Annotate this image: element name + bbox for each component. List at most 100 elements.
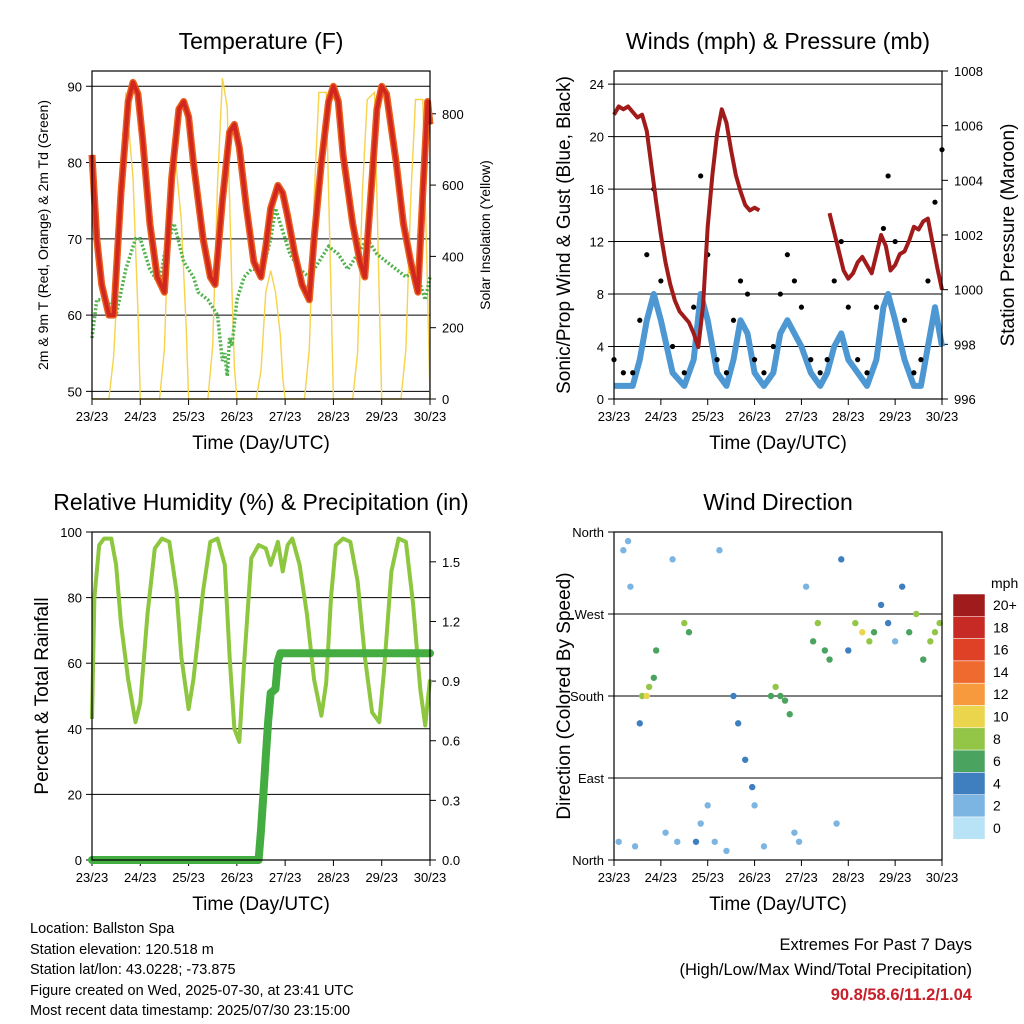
winds-xtick-label: 29/23: [879, 409, 912, 424]
speed-legend-swatch: [952, 660, 986, 684]
direction-point: [777, 692, 784, 700]
gust-point: [808, 357, 814, 363]
direction-point: [781, 697, 789, 704]
direction-point: [767, 692, 775, 700]
direction-point: [838, 556, 845, 563]
winds-ytick-label: 20: [590, 130, 604, 145]
gust-point: [864, 370, 870, 376]
winds-xtick-label: 26/23: [738, 409, 771, 424]
speed-legend-swatch: [952, 794, 986, 818]
speed-legend-label: 12: [993, 686, 1009, 702]
temperature-y2tick-label: 600: [442, 178, 464, 193]
gust-point: [620, 370, 626, 376]
speed-legend-swatch: [952, 772, 986, 795]
direction-xtick-label: 23/23: [598, 870, 631, 885]
direction-point: [809, 638, 817, 645]
gust-point: [831, 278, 837, 284]
winds-xlabel: Time (Day/UTC): [709, 433, 847, 454]
gust-point: [901, 317, 908, 323]
humidity-xtick-label: 27/23: [269, 870, 302, 885]
station-pressure-line: [827, 212, 944, 291]
winds-xtick-label: 27/23: [785, 409, 818, 424]
direction-xtick-label: 27/23: [785, 870, 818, 885]
gust-point: [892, 238, 898, 245]
direction-point: [826, 656, 833, 663]
speed-legend-label: 2: [993, 798, 1001, 814]
latest-data-timestamp: Most recent data timestamp: 2025/07/30 2…: [30, 1003, 351, 1019]
winds-y2label: Station Pressure (Maroon): [998, 124, 1019, 347]
gust-point: [761, 370, 767, 376]
direction-point: [734, 720, 742, 727]
precipitation-line: [88, 649, 434, 864]
winds-ytick-label: 12: [590, 235, 604, 250]
temperature-y2tick-label: 800: [442, 107, 464, 122]
gust-point: [737, 278, 744, 284]
temperature-xlabel: Time (Day/UTC): [192, 433, 330, 454]
gust-point: [770, 343, 776, 350]
gust-point: [744, 291, 751, 297]
speed-legend-swatch: [952, 749, 986, 773]
relative-humidity-line: [90, 536, 432, 744]
station-elevation: Station elevation: 120.518 m: [30, 941, 214, 958]
extremes-values: 90.8/58.6/11.2/1.04: [830, 986, 972, 1004]
temperature-ytick-label: 70: [68, 232, 82, 247]
gust-point: [644, 252, 650, 258]
direction-point: [650, 674, 658, 681]
winds-ytick-label: 4: [597, 340, 604, 355]
direction-xtick-label: 25/23: [691, 870, 724, 885]
winds-y2tick-label: 1004: [954, 173, 983, 188]
speed-legend-swatch: [952, 727, 986, 751]
winds-xtick-label: 23/23: [598, 409, 631, 424]
direction-point: [920, 656, 927, 663]
direction-plot-border: [613, 531, 943, 861]
direction-point: [906, 629, 913, 636]
winds-ytick-label: 16: [590, 182, 604, 197]
direction-point: [870, 629, 878, 636]
direction-point: [749, 783, 756, 791]
speed-legend-swatch: [952, 593, 986, 617]
speed-legend-swatch: [952, 816, 986, 840]
winds-ytick-label: 8: [597, 287, 604, 302]
humidity-ytick-label: 60: [68, 656, 82, 671]
gust-point: [777, 291, 783, 297]
humidity-xtick-label: 23/23: [76, 870, 109, 885]
humidity-xtick-label: 25/23: [172, 870, 205, 885]
extremes-subheading: (High/Low/Max Wind/Total Precipitation): [679, 961, 972, 979]
gust-point: [791, 278, 798, 284]
gust-point: [817, 370, 823, 376]
direction-point: [936, 619, 943, 627]
direction-ylabel: Direction (Colored By Speed): [554, 572, 575, 819]
gust-point: [838, 238, 844, 245]
gust-point: [885, 173, 891, 179]
humidity-xtick-label: 28/23: [317, 870, 350, 885]
winds-xtick-label: 30/23: [926, 409, 959, 424]
direction-point: [615, 838, 622, 845]
direction-xtick-label: 28/23: [832, 870, 865, 885]
temperature-ytick-label: 90: [68, 79, 82, 94]
direction-point: [669, 556, 676, 563]
temperature-xtick-label: 27/23: [269, 409, 302, 424]
direction-ytick-label: South: [570, 689, 604, 704]
winds-y2tick-label: 1000: [954, 283, 983, 298]
humidity-title: Relative Humidity (%) & Precipitation (i…: [53, 489, 468, 515]
direction-ytick-label: North: [572, 853, 604, 868]
temperature-xtick-label: 28/23: [317, 409, 350, 424]
direction-point: [716, 547, 723, 554]
winds-ytick-label: 24: [590, 77, 604, 92]
winds-xtick-label: 24/23: [645, 409, 678, 424]
gust-point: [714, 357, 720, 363]
extremes-heading: Extremes For Past 7 Days: [779, 936, 972, 954]
direction-point: [681, 619, 688, 627]
gust-point: [918, 357, 924, 363]
direction-point: [704, 802, 711, 809]
winds-y2tick-label: 1006: [954, 119, 983, 134]
speed-legend-label: 20+: [993, 597, 1017, 613]
humidity-y2tick-label: 0.6: [442, 734, 460, 749]
direction-point: [751, 802, 758, 809]
gust-point: [681, 370, 687, 376]
direction-point: [833, 820, 840, 827]
humidity-xtick-label: 30/23: [414, 870, 447, 885]
direction-xtick-label: 30/23: [926, 870, 959, 885]
direction-point: [931, 629, 939, 636]
